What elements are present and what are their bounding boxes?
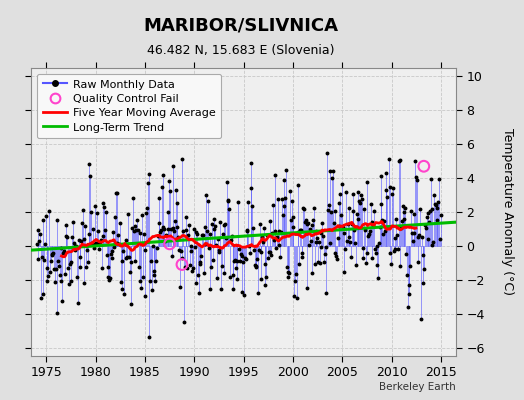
Point bbox=[420, 163, 428, 170]
Text: MARIBOR/SLIVNICA: MARIBOR/SLIVNICA bbox=[144, 16, 339, 34]
Point bbox=[166, 241, 174, 247]
Legend: Raw Monthly Data, Quality Control Fail, Five Year Moving Average, Long-Term Tren: Raw Monthly Data, Quality Control Fail, … bbox=[37, 74, 221, 138]
Y-axis label: Temperature Anomaly (°C): Temperature Anomaly (°C) bbox=[501, 128, 515, 296]
Text: Berkeley Earth: Berkeley Earth bbox=[379, 382, 456, 392]
Point bbox=[178, 261, 186, 268]
Text: 46.482 N, 15.683 E (Slovenia): 46.482 N, 15.683 E (Slovenia) bbox=[147, 44, 335, 57]
